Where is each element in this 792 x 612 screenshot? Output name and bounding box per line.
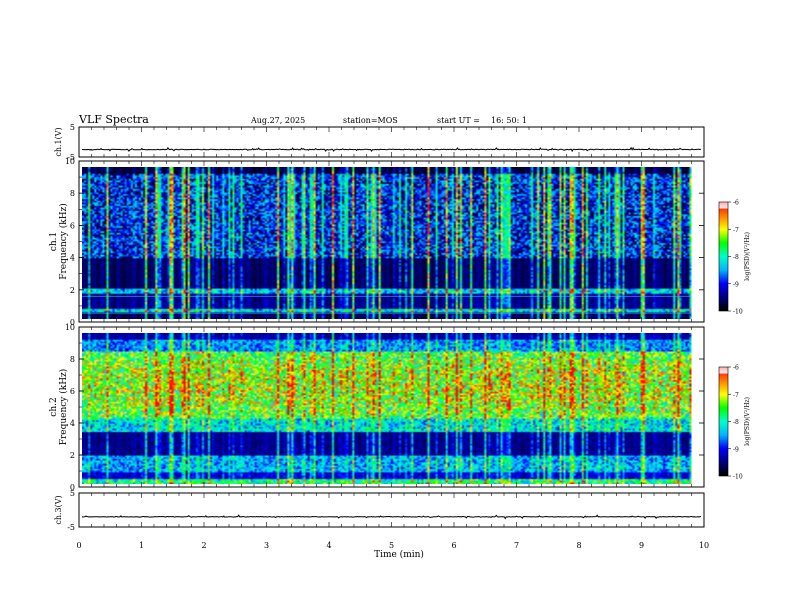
x-tick-label: 8 xyxy=(576,541,581,550)
colorbar-tick-label: -8 xyxy=(733,254,739,261)
y-tick-label: 4 xyxy=(70,254,75,263)
colorbar-tick-label: -9 xyxy=(733,446,739,453)
x-tick-label: 1 xyxy=(139,541,144,550)
figure-date: Aug.27, 2025 xyxy=(250,116,305,125)
y-axis-channel-label: ch.1 xyxy=(49,232,59,251)
x-tick-label: 2 xyxy=(201,541,206,550)
waveform-trace xyxy=(81,514,701,520)
x-axis-label: Time (min) xyxy=(374,549,424,560)
colorbar-tick-label: -9 xyxy=(733,281,739,288)
colorbar-tick-label: -10 xyxy=(733,309,743,316)
waveform-trace xyxy=(82,146,702,153)
ch1-spectrogram-panel: 0 2 4 6 8 10 ch.1 Frequency (kHz) xyxy=(49,157,705,327)
x-tick-label: 3 xyxy=(264,541,269,550)
colorbar-tick-label: -10 xyxy=(733,474,743,481)
y-tick-label: 5 xyxy=(70,123,75,132)
ch1-colorbar: -6 -7 -8 -9 -10 log(PSD)(V²/Hz) xyxy=(718,200,751,316)
y-tick-label: -5 xyxy=(67,523,75,532)
figure-title: VLF Spectra xyxy=(78,113,149,126)
colorbar-label: log(PSD)(V²/Hz) xyxy=(744,397,751,446)
y-tick-label: 0 xyxy=(70,318,75,327)
colorbar-label: log(PSD)(V²/Hz) xyxy=(744,232,751,281)
y-tick-label: 8 xyxy=(70,189,75,198)
x-tick-label: 4 xyxy=(326,541,331,550)
y-tick-label: 8 xyxy=(70,355,75,364)
colorbar-tick-label: -7 xyxy=(733,392,739,399)
figure-start-time: 16: 50: 1 xyxy=(491,116,527,125)
spectrogram-image xyxy=(82,333,692,484)
y-tick-label: 5 xyxy=(70,489,75,498)
y-tick-label: 4 xyxy=(70,419,75,428)
x-tick-label: 9 xyxy=(639,541,644,550)
y-tick-label: 10 xyxy=(65,323,75,332)
panel-frame xyxy=(78,326,705,488)
colorbar-tick-label: -6 xyxy=(733,365,739,372)
y-axis-channel-label: ch.2 xyxy=(49,397,59,416)
y-tick-label: 2 xyxy=(70,451,75,460)
y-axis-frequency-label: Frequency (kHz) xyxy=(58,203,69,280)
y-tick-label: 2 xyxy=(70,286,75,295)
ch2-colorbar: -6 -7 -8 -9 -10 log(PSD)(V²/Hz) xyxy=(718,365,751,481)
time-axis: Time (min) 0 1 2 3 4 5 6 7 8 9 10 xyxy=(76,541,709,560)
figure-start-label: start UT = xyxy=(437,116,480,125)
x-tick-label: 6 xyxy=(451,541,456,550)
y-tick-label: 6 xyxy=(70,221,75,230)
panel-frame xyxy=(78,492,705,528)
y-tick-label: -5 xyxy=(67,153,75,162)
x-tick-label: 7 xyxy=(514,541,519,550)
panel-frame xyxy=(78,126,705,158)
y-tick-label: 0 xyxy=(70,483,75,492)
figure-station: station=MOS xyxy=(343,116,398,125)
ch3-waveform-panel: 5 -5 ch.3(V) xyxy=(54,489,705,532)
colorbar-tick-label: -6 xyxy=(733,200,739,207)
colorbar-tick-label: -7 xyxy=(733,227,739,234)
panel-frame xyxy=(78,160,705,323)
colorbar-tick-label: -8 xyxy=(733,419,739,426)
y-axis-frequency-label: Frequency (kHz) xyxy=(58,369,69,446)
colorbar-gradient xyxy=(719,367,728,476)
x-tick-label: 5 xyxy=(389,541,394,550)
colorbar-gradient xyxy=(719,202,728,311)
x-tick-label: 0 xyxy=(76,541,81,550)
ch1-waveform-panel: 5 -5 ch.1(V) xyxy=(54,123,705,162)
y-axis-label: ch.3(V) xyxy=(54,495,63,524)
y-tick-label: 10 xyxy=(65,157,75,166)
y-axis-label: ch.1(V) xyxy=(54,127,63,156)
y-tick-label: 6 xyxy=(70,387,75,396)
ch2-spectrogram-panel: 0 2 4 6 8 10 ch.2 Frequency (kHz) xyxy=(49,323,705,492)
spectrogram-image xyxy=(82,167,692,319)
x-tick-label: 10 xyxy=(699,541,709,550)
